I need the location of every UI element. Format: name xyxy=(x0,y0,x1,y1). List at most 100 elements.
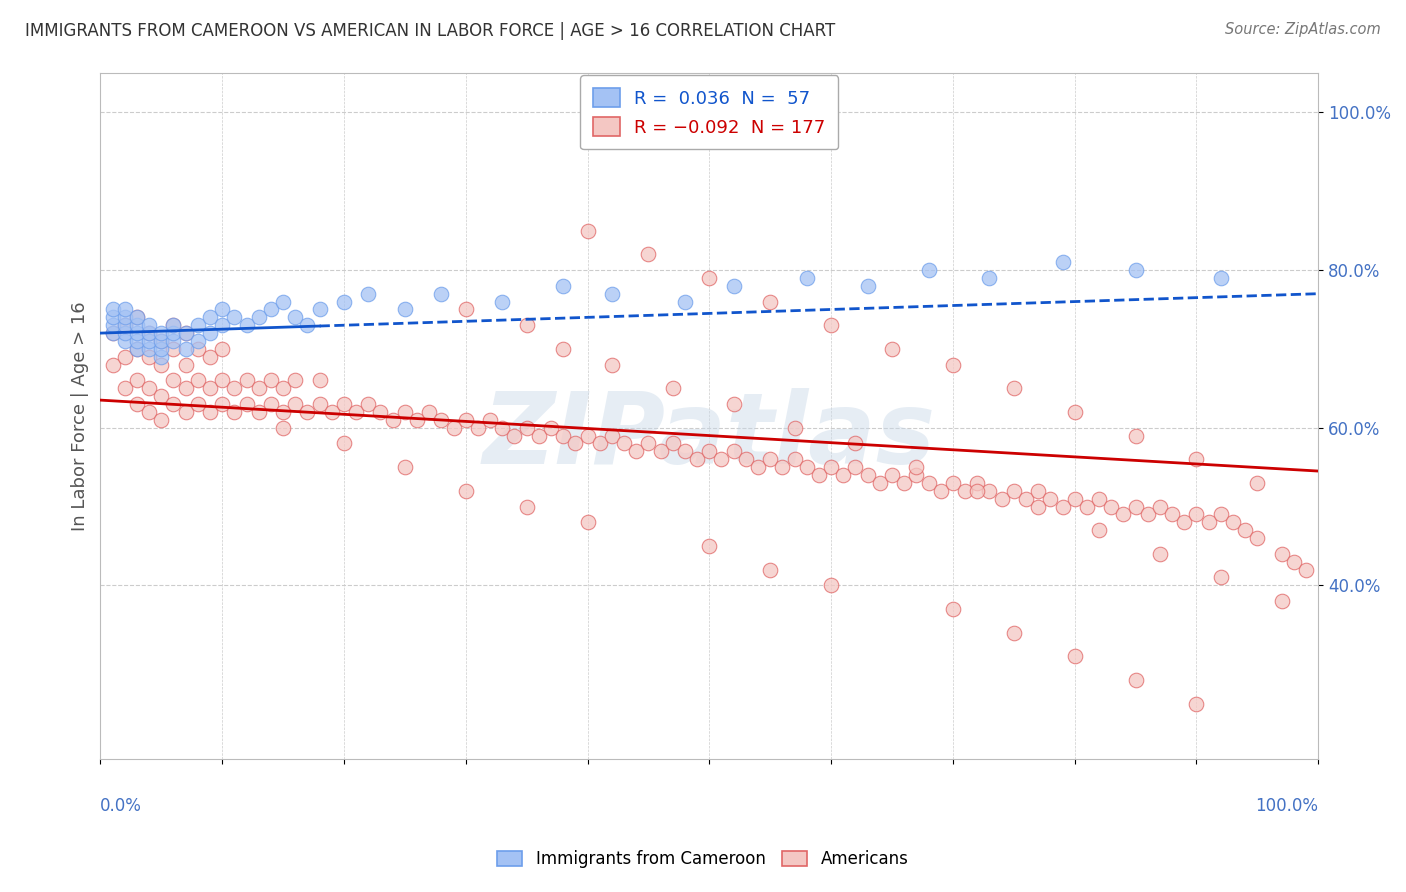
Point xyxy=(381,413,404,427)
Point xyxy=(747,460,769,475)
Point xyxy=(1295,563,1317,577)
Point xyxy=(333,436,356,450)
Point xyxy=(114,310,136,325)
Point xyxy=(516,318,538,333)
Point xyxy=(589,436,612,450)
Point xyxy=(174,326,197,340)
Point xyxy=(333,294,356,309)
Point xyxy=(1173,516,1195,530)
Point xyxy=(150,389,173,403)
Point xyxy=(990,491,1012,506)
Point xyxy=(224,310,246,325)
Point xyxy=(516,500,538,514)
Point xyxy=(966,475,988,490)
Point xyxy=(101,358,124,372)
Point xyxy=(1076,500,1098,514)
Point xyxy=(553,278,575,293)
Point xyxy=(1063,405,1085,419)
Text: 0.0%: 0.0% xyxy=(100,797,142,814)
Point xyxy=(820,578,842,592)
Point xyxy=(125,373,148,387)
Point xyxy=(697,539,720,553)
Point xyxy=(1125,263,1147,277)
Point xyxy=(344,405,367,419)
Point xyxy=(443,420,465,434)
Point xyxy=(1112,508,1135,522)
Point xyxy=(150,334,173,348)
Point xyxy=(929,483,952,498)
Point xyxy=(271,294,294,309)
Point xyxy=(1246,475,1268,490)
Point xyxy=(308,302,330,317)
Point xyxy=(138,342,160,356)
Point xyxy=(626,444,648,458)
Point xyxy=(540,420,562,434)
Point xyxy=(905,468,928,483)
Point xyxy=(247,405,270,419)
Point xyxy=(527,428,550,442)
Point xyxy=(783,452,806,467)
Point xyxy=(198,310,221,325)
Point xyxy=(394,460,416,475)
Point xyxy=(796,271,818,285)
Point xyxy=(723,444,745,458)
Point xyxy=(114,318,136,333)
Point xyxy=(162,334,184,348)
Point xyxy=(856,468,879,483)
Point xyxy=(917,263,939,277)
Point xyxy=(1149,547,1171,561)
Point xyxy=(394,405,416,419)
Point xyxy=(880,468,903,483)
Point xyxy=(321,405,343,419)
Point xyxy=(114,350,136,364)
Point xyxy=(673,294,696,309)
Point xyxy=(1271,594,1294,608)
Point xyxy=(491,420,513,434)
Point xyxy=(114,334,136,348)
Point xyxy=(650,444,672,458)
Point xyxy=(198,381,221,395)
Point xyxy=(406,413,429,427)
Point xyxy=(284,310,307,325)
Text: Source: ZipAtlas.com: Source: ZipAtlas.com xyxy=(1225,22,1381,37)
Point xyxy=(1052,500,1074,514)
Point xyxy=(211,342,233,356)
Point xyxy=(1125,500,1147,514)
Point xyxy=(211,397,233,411)
Point xyxy=(174,326,197,340)
Point xyxy=(260,302,283,317)
Point xyxy=(856,278,879,293)
Point xyxy=(1052,255,1074,269)
Point xyxy=(430,413,453,427)
Point xyxy=(150,350,173,364)
Point xyxy=(759,294,782,309)
Point xyxy=(1234,523,1257,537)
Point xyxy=(637,436,659,450)
Point xyxy=(114,381,136,395)
Point xyxy=(1136,508,1159,522)
Text: 100.0%: 100.0% xyxy=(1256,797,1319,814)
Point xyxy=(1039,491,1062,506)
Point xyxy=(491,294,513,309)
Point xyxy=(673,444,696,458)
Point xyxy=(844,460,866,475)
Point xyxy=(247,381,270,395)
Point xyxy=(1161,508,1184,522)
Point xyxy=(564,436,586,450)
Point xyxy=(662,436,685,450)
Point xyxy=(174,381,197,395)
Point xyxy=(1185,697,1208,711)
Point xyxy=(503,428,526,442)
Point xyxy=(101,326,124,340)
Point xyxy=(162,326,184,340)
Point xyxy=(125,342,148,356)
Point xyxy=(308,397,330,411)
Point xyxy=(297,318,319,333)
Point xyxy=(125,310,148,325)
Point xyxy=(942,475,965,490)
Point xyxy=(553,342,575,356)
Point xyxy=(832,468,855,483)
Point xyxy=(162,342,184,356)
Point xyxy=(1099,500,1122,514)
Point xyxy=(101,326,124,340)
